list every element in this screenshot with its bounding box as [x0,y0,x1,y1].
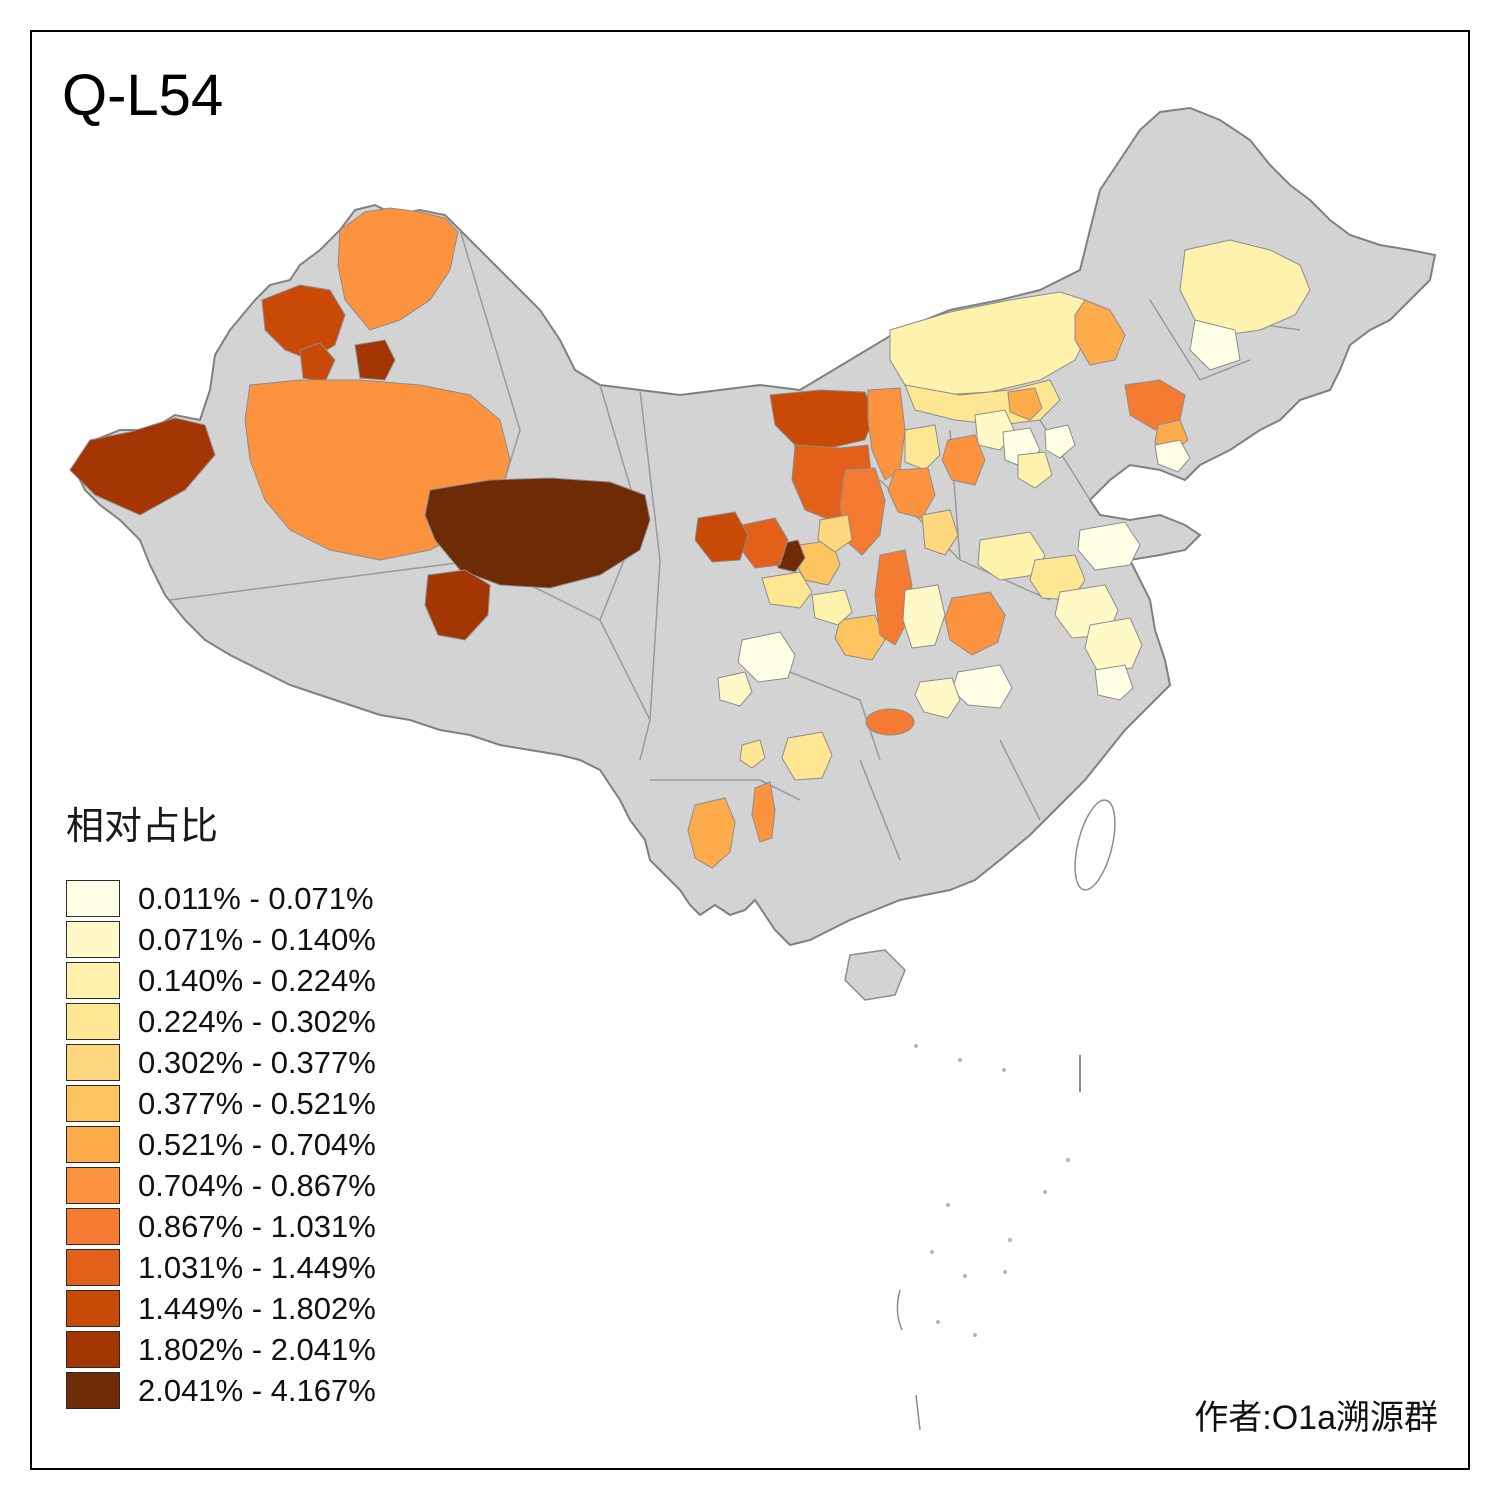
legend-swatch [66,1126,120,1163]
map-region-hebei-c [1017,451,1053,489]
plot-frame [30,30,1470,1470]
map-region-haixi [424,477,651,589]
legend-label: 0.302% - 0.377% [138,1044,376,1080]
map-region-east-f [1094,664,1134,701]
legend-item: 1.031% - 1.449% [66,1247,376,1288]
map-region-xinjiang-dark [354,339,396,381]
map-region-shaanxi-pale [902,584,946,649]
map-region-gansu-d [694,511,749,563]
legend-swatch [66,962,120,999]
legend-item: 0.011% - 0.071% [66,878,376,919]
legend-swatch [66,1167,120,1204]
legend-label: 0.377% - 0.521% [138,1085,376,1121]
map-region-sichuan-small [739,739,766,769]
map-region-heilongjiang [1179,239,1311,336]
legend-label: 0.011% - 0.071% [138,880,374,916]
legend-item: 0.704% - 0.867% [66,1165,376,1206]
legend-label: 1.031% - 1.449% [138,1249,376,1285]
legend-item: 0.867% - 1.031% [66,1206,376,1247]
map-region-alxa [769,389,876,449]
page-title: Q-L54 [62,63,224,128]
map-region-shanxi-c [921,509,959,556]
legend-label: 0.140% - 0.224% [138,962,376,998]
map-region-qinghai-south [424,569,491,641]
map-region-hinggan [1074,299,1126,366]
map-region-hubei-b [914,677,961,719]
legend-label: 0.704% - 0.867% [138,1167,376,1203]
map-region-gansu-s1 [761,571,813,609]
map-region-hebei-north [1007,387,1043,421]
map-region-ili [261,284,346,361]
legend-item: 0.224% - 0.302% [66,1001,376,1042]
legend-label: 1.802% - 2.041% [138,1331,376,1367]
legend-item: 0.140% - 0.224% [66,960,376,1001]
legend-swatch [66,1331,120,1368]
legend-swatch [66,1290,120,1327]
map-region-gansu-b [817,514,853,553]
legend-swatch [66,1044,120,1081]
map-region-altay [337,207,459,331]
legend-title: 相对占比 [66,806,219,848]
south-china-sea-islands [896,1044,1081,1431]
map-region-qinghai-e2 [717,671,753,707]
legend-label: 0.867% - 1.031% [138,1208,376,1244]
map-region-hebei-d [1044,424,1076,459]
legend-label: 2.041% - 4.167% [138,1372,376,1408]
map-region-qinghai-e1 [737,631,796,683]
map-region-guizhou [781,731,833,781]
map-region-yunnan [687,797,736,869]
legend-label: 0.071% - 0.140% [138,921,376,957]
legend-label: 0.224% - 0.302% [138,1003,376,1039]
taiwan-island [1074,799,1116,891]
legend-swatch [66,1085,120,1122]
map-region-harbin [1189,319,1241,371]
legend-swatch [66,1003,120,1040]
map-region-wuhai [867,387,906,481]
map-region-shanxi-a [904,424,941,471]
legend-label: 1.449% - 1.802% [138,1290,376,1326]
legend-swatch [66,1249,120,1286]
map-region-east-c [1077,521,1141,571]
legend-swatch [66,1372,120,1409]
map-region-ili-south [299,342,336,383]
legend-swatch [66,1208,120,1245]
map-region-chongqing [865,708,915,736]
map-region-liaoning-pale [1154,439,1191,473]
map-region-datong [941,434,986,486]
legend-swatch [66,880,120,917]
map-region-henan-orange [944,591,1006,656]
legend-item: 0.377% - 0.521% [66,1083,376,1124]
legend-label: 0.521% - 0.704% [138,1126,376,1162]
map-region-sichuan-strip [751,781,776,843]
map-region-east-e [1084,617,1143,673]
legend-item: 0.302% - 0.377% [66,1042,376,1083]
map-region-gansu-s2 [834,614,886,661]
legend-item: 1.449% - 1.802% [66,1288,376,1329]
legend: 相对占比 0.011% - 0.071% 0.071% - 0.140% 0.1… [66,795,376,1411]
attribution-text: 作者:O1a溯源群 [1194,1399,1438,1437]
hainan-island [844,949,906,1001]
map-region-gansu-s3 [811,589,853,626]
legend-item: 1.802% - 2.041% [66,1329,376,1370]
legend-item: 2.041% - 4.167% [66,1370,376,1411]
legend-item: 0.521% - 0.704% [66,1124,376,1165]
legend-swatch [66,921,120,958]
map-region-kashgar [69,417,216,516]
map-region-shaanxi-strip [874,549,913,646]
legend-item: 0.071% - 0.140% [66,919,376,960]
